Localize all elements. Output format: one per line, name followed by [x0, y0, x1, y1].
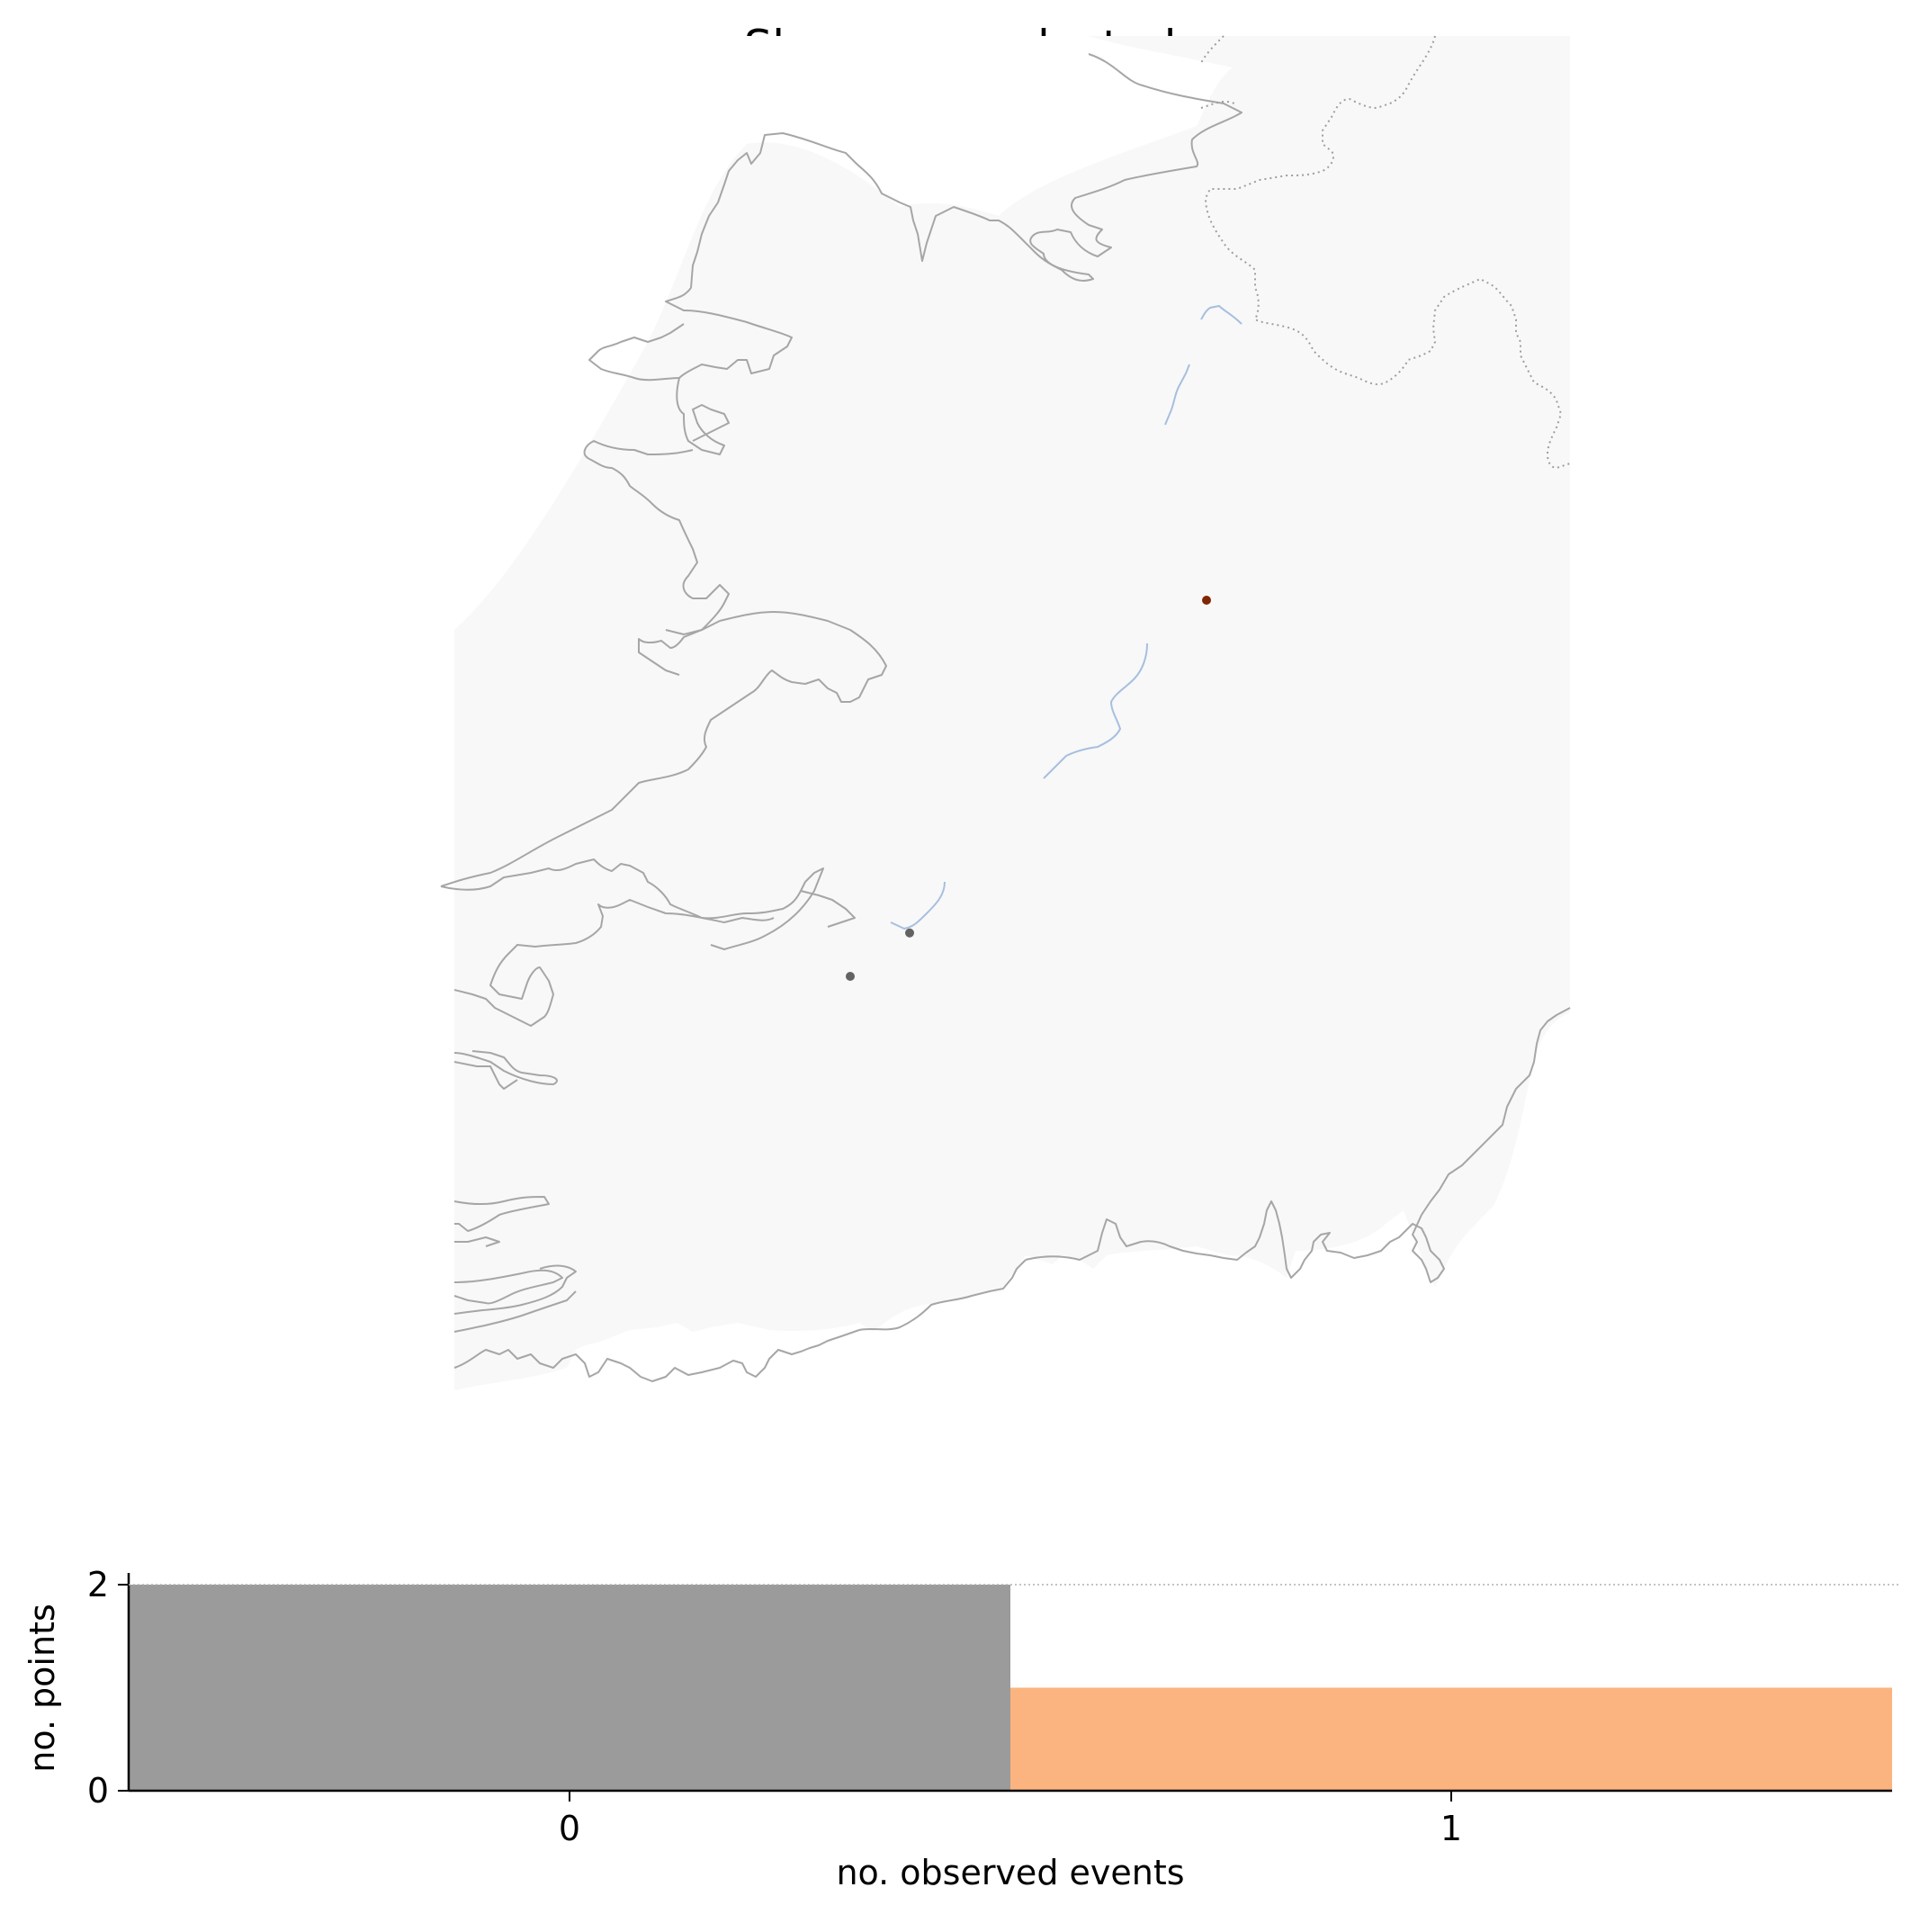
x-axis-label: no. observed events	[836, 1853, 1184, 1892]
border-line	[1200, 35, 1571, 470]
bar-1	[1010, 1687, 1892, 1791]
map-panel	[440, 35, 1571, 1390]
land-area	[454, 36, 1570, 1390]
y-tick-label-2: 2	[87, 1565, 109, 1604]
bar-0	[129, 1585, 1010, 1791]
land-north	[454, 36, 1233, 630]
y-tick-label-0: 0	[87, 1771, 109, 1811]
x-tick-label-1: 1	[1440, 1809, 1462, 1848]
map-point-0-events	[905, 928, 914, 938]
point-layer	[846, 596, 1211, 981]
map-point-1-events	[1202, 596, 1211, 605]
river	[890, 304, 1243, 930]
histogram-panel: 0 1 0 2 no. observed events no. points	[22, 1565, 1898, 1892]
map-point-0-events	[846, 972, 855, 981]
x-tick-label-0: 0	[559, 1809, 580, 1848]
coastline	[440, 53, 1571, 1382]
y-axis-label: no. points	[22, 1604, 62, 1773]
